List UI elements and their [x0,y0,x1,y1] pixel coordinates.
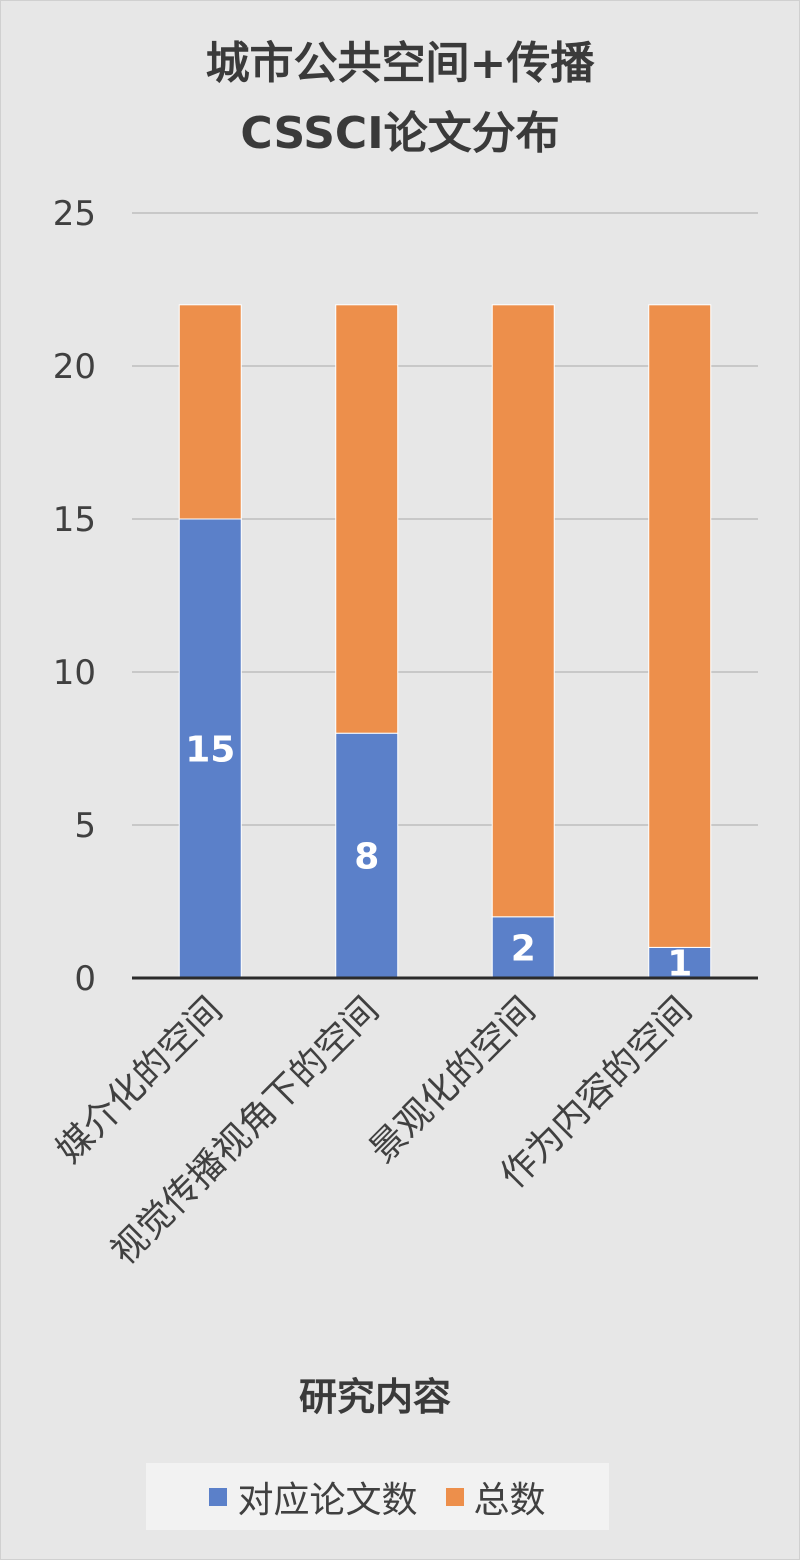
chart-title-line-1: 城市公共空间+传播 [205,38,595,89]
x-tick-label: 视觉传播视角下的空间 [104,989,388,1273]
bar-1-2 [335,732,399,979]
data-label: 8 [354,837,379,878]
bar-1-4 [648,946,712,979]
x-axis-title: 研究内容 [298,1375,451,1419]
legend-item-series-2: 总数 [445,1471,546,1523]
legend: 对应论文数 总数 [146,1463,609,1530]
y-tick-label: 5 [74,806,96,846]
data-label: 2 [511,928,536,969]
bar-2-1 [178,304,242,520]
bar-2-3 [491,304,555,918]
bar-1-1 [178,518,242,979]
legend-label-series-1: 对应论文数 [237,1479,418,1521]
legend-swatch-series-2 [445,1487,464,1506]
y-tick-label: 25 [53,194,96,234]
legend-label-series-2: 总数 [473,1479,546,1521]
legend-swatch-series-1 [209,1487,228,1506]
bar-1-3 [491,916,555,979]
chart-plot: 051015202515媒介化的空间8视觉传播视角下的空间2景观化的空间1作为内… [49,194,758,1273]
y-tick-label: 20 [53,347,96,387]
y-tick-label: 0 [74,959,96,999]
y-tick-label: 10 [53,653,96,693]
y-tick-label: 15 [53,500,96,540]
data-label: 15 [185,730,235,771]
bar-2-2 [335,304,399,734]
bar-2-4 [648,304,712,948]
legend-item-series-1: 对应论文数 [209,1471,418,1523]
chart-title-line-2: CSSCI论文分布 [240,108,560,159]
